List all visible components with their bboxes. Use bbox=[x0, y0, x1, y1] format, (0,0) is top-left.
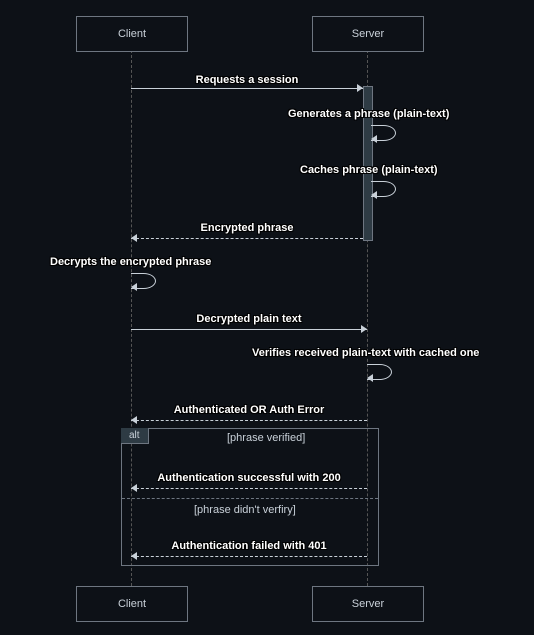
server-label-bottom: Server bbox=[352, 598, 384, 610]
arrowhead-m7 bbox=[367, 374, 373, 382]
server-box-top: Server bbox=[312, 16, 424, 52]
msg-auth-failed: Authentication failed with 401 bbox=[131, 540, 367, 552]
arrowhead-m6 bbox=[361, 325, 367, 333]
msg-cache-phrase: Caches phrase (plain-text) bbox=[300, 164, 438, 176]
arrowhead-m4 bbox=[131, 234, 137, 242]
client-box-top: Client bbox=[76, 16, 188, 52]
msg-generate-phrase: Generates a phrase (plain-text) bbox=[288, 108, 449, 120]
arrow-request-session bbox=[131, 88, 363, 90]
sequence-diagram: Client Server Requests a session Generat… bbox=[0, 0, 534, 635]
client-label: Client bbox=[118, 28, 146, 40]
arrowhead-m8 bbox=[131, 416, 137, 424]
server-label: Server bbox=[352, 28, 384, 40]
msg-verifies: Verifies received plain-text with cached… bbox=[252, 347, 479, 359]
arrowhead-m5 bbox=[131, 283, 137, 291]
msg-decrypts: Decrypts the encrypted phrase bbox=[50, 256, 211, 268]
alt-cond-notverified: [phrase didn't verfiry] bbox=[194, 504, 296, 516]
server-box-bottom: Server bbox=[312, 586, 424, 622]
msg-decrypted-text: Decrypted plain text bbox=[131, 313, 367, 325]
alt-divider bbox=[122, 498, 378, 499]
client-label-bottom: Client bbox=[118, 598, 146, 610]
arrow-auth-success bbox=[131, 488, 367, 490]
arrow-auth-or-error bbox=[131, 420, 367, 422]
arrowhead-m2 bbox=[371, 135, 377, 143]
msg-encrypted-phrase: Encrypted phrase bbox=[131, 222, 363, 234]
msg-auth-success: Authentication successful with 200 bbox=[131, 472, 367, 484]
alt-label: alt bbox=[121, 428, 149, 444]
arrow-encrypted-phrase bbox=[131, 238, 363, 240]
msg-request-session: Requests a session bbox=[131, 74, 363, 86]
arrow-auth-failed bbox=[131, 556, 367, 558]
arrow-decrypted-text bbox=[131, 329, 367, 331]
arrowhead-m1 bbox=[357, 84, 363, 92]
arrowhead-m3 bbox=[371, 191, 377, 199]
client-box-bottom: Client bbox=[76, 586, 188, 622]
arrowhead-m10 bbox=[131, 552, 137, 560]
msg-auth-or-error: Authenticated OR Auth Error bbox=[131, 404, 367, 416]
arrowhead-m9 bbox=[131, 484, 137, 492]
alt-cond-verified: [phrase verified] bbox=[227, 432, 305, 444]
